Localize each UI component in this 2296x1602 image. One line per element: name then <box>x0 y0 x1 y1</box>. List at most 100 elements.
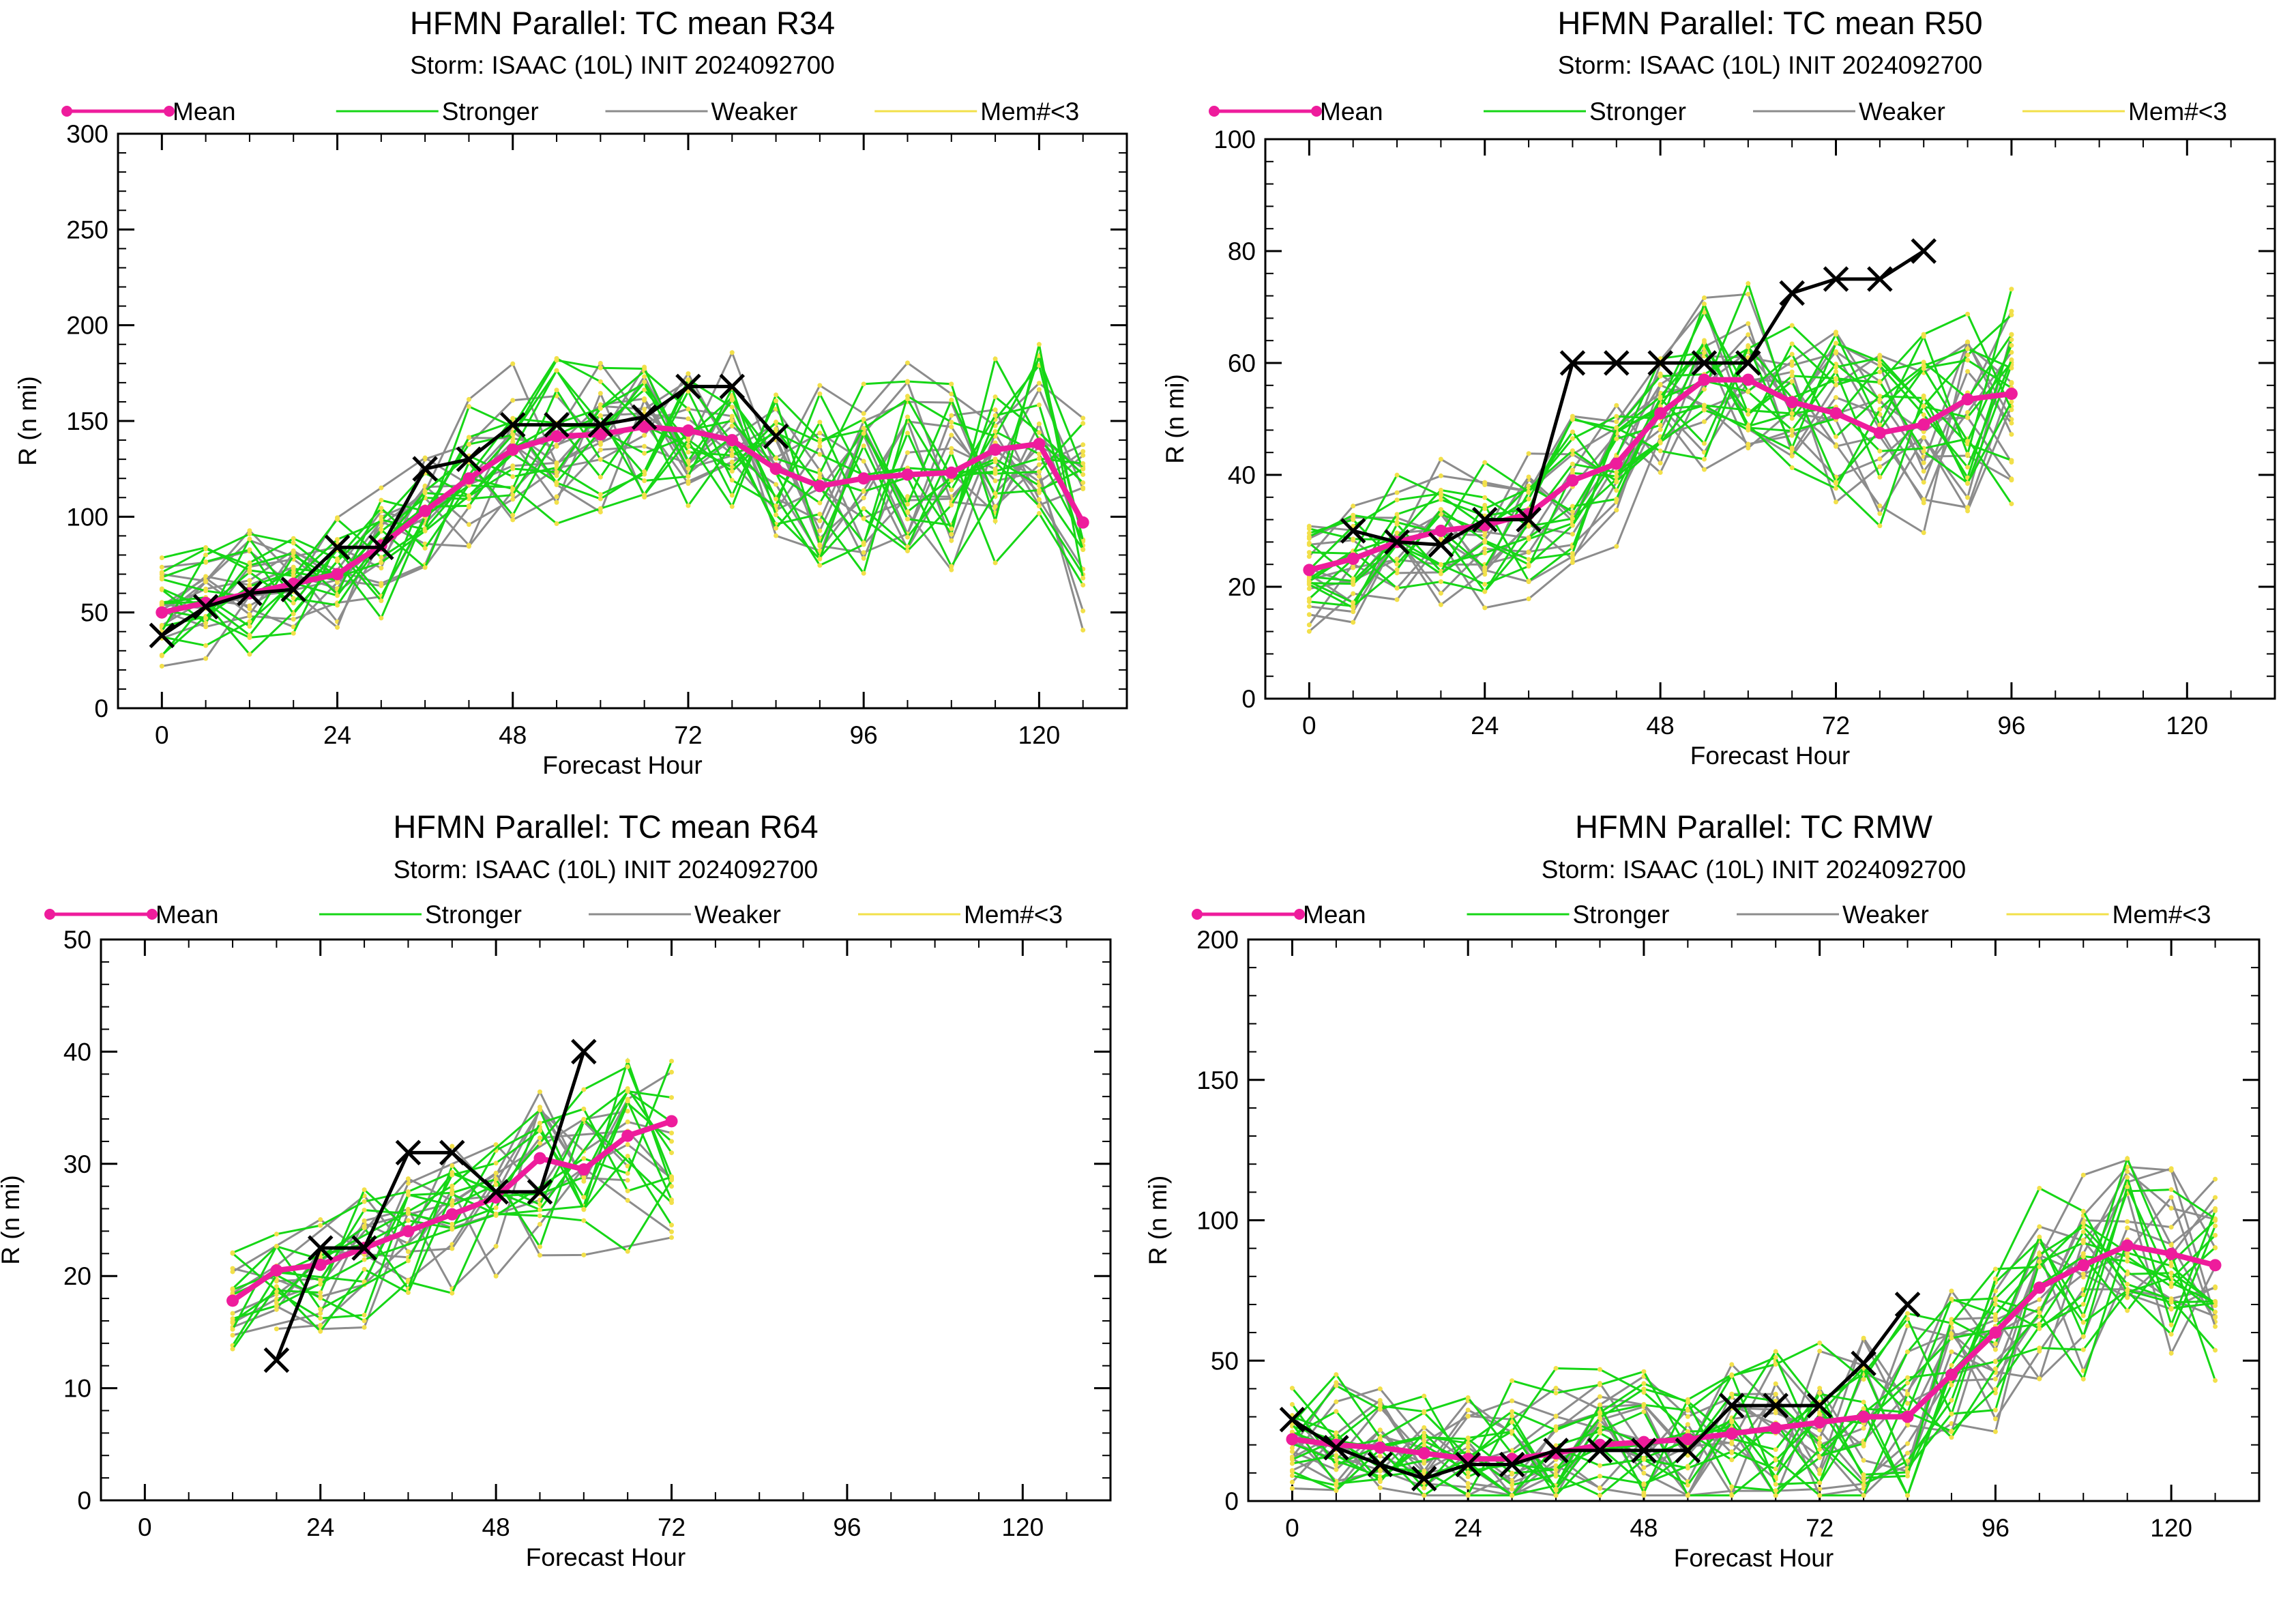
ensemble-member-point <box>510 466 516 471</box>
ensemble-member-point <box>1553 1472 1559 1477</box>
ensemble-member-point <box>1036 483 1042 489</box>
ensemble-member-point <box>1789 369 1795 375</box>
ensemble-member-point <box>159 600 164 606</box>
ensemble-member-point <box>537 1253 542 1258</box>
ensemble-member-point <box>1992 1288 1998 1294</box>
ensemble-member-point <box>1377 1403 1383 1409</box>
ensemble-member-point <box>1597 1402 1602 1408</box>
ensemble-member-point <box>2213 1218 2218 1223</box>
ensemble-member-point <box>1701 407 1707 413</box>
ensemble-member-point <box>537 1221 542 1227</box>
y-tick-label: 50 <box>80 599 108 627</box>
ensemble-member-point <box>1614 403 1619 408</box>
ensemble-member-point <box>1965 480 1971 486</box>
ensemble-member-point <box>2168 1187 2174 1193</box>
mean-point <box>1857 1410 1870 1423</box>
ensemble-member-point <box>904 509 910 514</box>
ensemble-member-point <box>1465 1481 1471 1486</box>
ensemble-member-point <box>2168 1280 2174 1285</box>
ensemble-member-point <box>581 1117 587 1122</box>
ensemble-member-point <box>581 1087 587 1092</box>
ensemble-member-point <box>1877 474 1883 480</box>
ensemble-member-point <box>642 443 647 449</box>
ensemble-member-point <box>450 1203 455 1208</box>
ensemble-member-point <box>335 625 340 630</box>
ensemble-member-point <box>861 458 866 464</box>
mean-point <box>1434 525 1447 537</box>
observed-marker <box>263 1347 290 1373</box>
ensemble-member-point <box>1510 1378 1515 1384</box>
ensemble-member-point <box>949 433 954 438</box>
ensemble-member-point <box>466 435 471 440</box>
ensemble-member-point <box>581 1156 587 1161</box>
ensemble-member-point <box>1949 1331 1954 1337</box>
ensemble-member-point <box>1965 439 1971 444</box>
ensemble-member-point <box>1036 430 1042 435</box>
ensemble-member-point <box>686 416 691 422</box>
ensemble-member-point <box>686 474 691 479</box>
ensemble-member-point <box>1877 511 1883 516</box>
observed-marker <box>439 1139 465 1166</box>
x-tick-label: 48 <box>1647 712 1675 740</box>
ensemble-member-trace <box>161 397 1085 628</box>
ensemble-member-point <box>581 1106 587 1111</box>
ensemble-member-point <box>598 360 603 366</box>
y-tick-label: 150 <box>1196 1066 1239 1094</box>
ensemble-member-point <box>554 499 559 505</box>
y-tick-label: 20 <box>1228 573 1256 601</box>
ensemble-member-point <box>1465 1440 1471 1446</box>
ensemble-member-point <box>537 1135 542 1141</box>
mean-point <box>1417 1447 1430 1460</box>
ensemble-member-point <box>1036 381 1042 386</box>
ensemble-member-point <box>318 1315 323 1321</box>
ensemble-member-point <box>992 471 998 476</box>
ensemble-member-point <box>466 404 471 409</box>
ensemble-member-point <box>554 358 559 363</box>
ensemble-member-point <box>2009 432 2014 437</box>
ensemble-member-point <box>1306 612 1312 617</box>
ensemble-member-point <box>1641 1457 1647 1462</box>
ensemble-member-point <box>2009 501 2014 506</box>
ensemble-member-point <box>686 479 691 484</box>
observed-marker <box>763 423 789 450</box>
ensemble-member-point <box>1080 480 1086 485</box>
legend-label: Mem#<3 <box>2113 901 2211 929</box>
ensemble-member-point <box>949 526 954 531</box>
ensemble-member-point <box>1526 535 1531 540</box>
ensemble-member-point <box>1817 1348 1823 1354</box>
ensemble-member-point <box>1701 350 1707 355</box>
ensemble-member-point <box>450 1172 455 1178</box>
ensemble-member-point <box>1921 449 1926 454</box>
ensemble-member-point <box>1877 523 1883 529</box>
ensemble-member-point <box>1334 1399 1339 1404</box>
ensemble-member-point <box>379 560 384 566</box>
ensemble-member-point <box>2009 381 2014 386</box>
ensemble-member-point <box>1422 1485 1427 1491</box>
ensemble-member-point <box>1789 341 1795 347</box>
ensemble-member-point <box>1465 1444 1471 1450</box>
legend-item-weaker: Weaker <box>605 98 797 126</box>
ensemble-member-point <box>2037 1234 2042 1240</box>
ensemble-member-point <box>1746 332 1751 337</box>
ensemble-member-point <box>861 443 866 449</box>
ensemble-member-point <box>493 1205 499 1210</box>
ensemble-member-point <box>2168 1167 2174 1173</box>
ensemble-member-point <box>1553 1386 1559 1391</box>
observed-marker <box>1340 518 1366 544</box>
ensemble-member-point <box>598 456 603 462</box>
ensemble-member-point <box>598 492 603 497</box>
ensemble-member-point <box>291 617 296 622</box>
mean-point <box>1769 1422 1782 1435</box>
ensemble-member-point <box>1351 536 1356 542</box>
ensemble-member-point <box>2125 1175 2130 1180</box>
ensemble-member-trace <box>1291 1165 2217 1497</box>
mean-point <box>1303 564 1316 577</box>
observed-marker <box>631 404 658 431</box>
mean-point <box>402 1225 415 1238</box>
legend-item-weaker: Weaker <box>589 901 781 929</box>
ensemble-member-point <box>2009 312 2014 318</box>
ensemble-member-point <box>405 1180 411 1186</box>
ensemble-member-point <box>817 475 823 480</box>
ensemble-member-point <box>598 391 603 396</box>
ensemble-member-point <box>861 555 866 561</box>
